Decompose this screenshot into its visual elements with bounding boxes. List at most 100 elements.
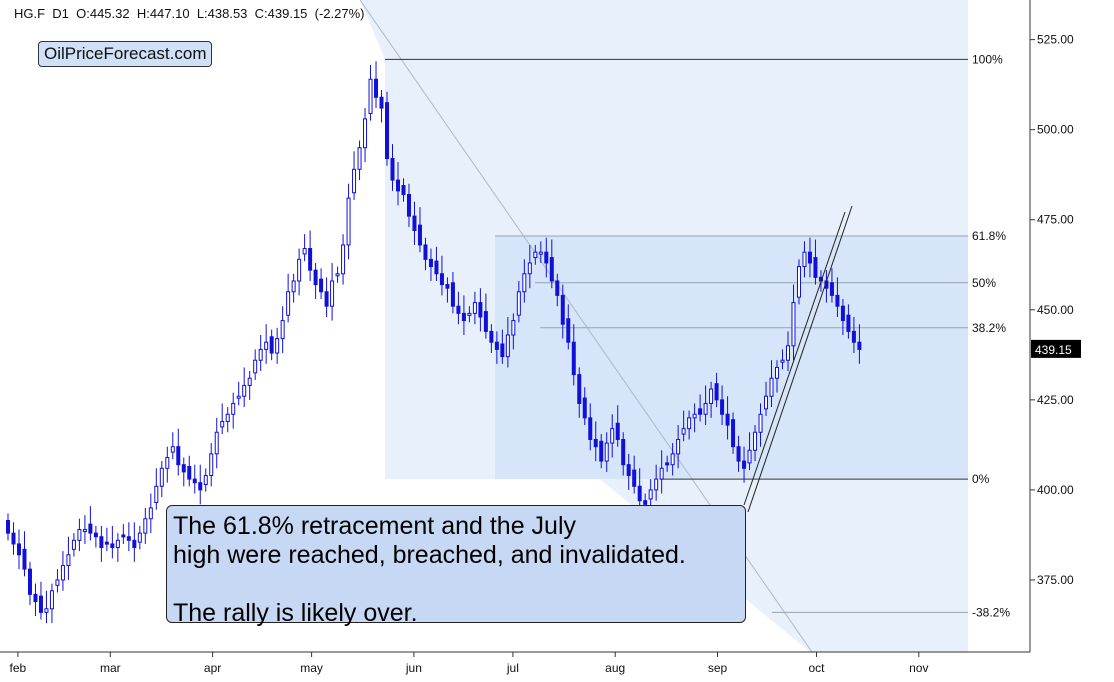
candle-body <box>330 280 335 307</box>
candle-body <box>88 523 93 534</box>
candle-body <box>121 534 126 538</box>
candle-body <box>55 579 60 586</box>
x-tick-label-2: apr <box>204 661 221 675</box>
candle-body <box>714 383 719 401</box>
candle-body <box>549 257 554 282</box>
candle-body <box>527 262 532 275</box>
candle-body <box>412 215 417 232</box>
candle-body <box>796 266 801 298</box>
candle-body <box>742 460 747 469</box>
candle-body <box>725 413 730 426</box>
candle-body <box>758 413 763 433</box>
fib-label-3: 38.2% <box>972 321 1006 335</box>
candle-body <box>775 366 780 379</box>
candle-body <box>38 595 43 613</box>
candle-body <box>71 539 76 550</box>
candle-body <box>93 532 98 538</box>
candle-body <box>615 422 620 440</box>
candle-body <box>423 244 428 260</box>
candle-body <box>60 565 65 581</box>
candle-body <box>137 532 142 543</box>
candle-body <box>357 147 362 170</box>
candle-body <box>692 413 697 419</box>
candle-body <box>170 446 175 453</box>
x-tick-label-4: jun <box>405 661 422 675</box>
candle-body <box>104 541 109 545</box>
candle-body <box>736 446 741 462</box>
candle-body <box>363 118 368 149</box>
candle-body <box>82 529 87 533</box>
candle-body <box>99 536 104 549</box>
candle-body <box>857 341 862 350</box>
candle-body <box>604 442 609 462</box>
fib-label-4: 0% <box>972 472 990 486</box>
candle-body <box>588 417 593 440</box>
candle-body <box>516 291 521 316</box>
candle-body <box>49 590 54 610</box>
candle-body <box>439 273 444 286</box>
candle-body <box>456 305 461 314</box>
candle-body <box>577 374 582 404</box>
x-tick-label-5: jul <box>506 661 519 675</box>
candle-body <box>500 343 505 358</box>
annotation-pointer-2 <box>747 205 853 513</box>
candle-body <box>165 456 170 469</box>
candle-body <box>753 431 758 451</box>
candle-body <box>511 320 516 336</box>
candle-body <box>807 251 812 264</box>
candle-body <box>192 478 197 484</box>
candle-body <box>610 428 615 444</box>
ohlc-readout: HG.F D1 O:445.32 H:447.10 L:438.53 C:439… <box>14 6 365 21</box>
candle-body <box>395 179 400 192</box>
candle-body <box>159 467 164 487</box>
candle-body <box>286 291 291 316</box>
candle-body <box>385 102 390 159</box>
annotation-box: The 61.8% retracement and the July high … <box>166 505 746 627</box>
candle-body <box>522 273 527 293</box>
candle-body <box>401 185 406 196</box>
candle-body <box>390 157 395 181</box>
candle-body <box>703 402 708 415</box>
candle-body <box>308 248 313 271</box>
candle-body <box>780 359 785 363</box>
candle-body <box>379 96 384 109</box>
candle-body <box>264 341 269 350</box>
fib-label-2: 50% <box>972 276 996 290</box>
candle-body <box>681 428 686 435</box>
candle-body <box>698 408 703 415</box>
candle-body <box>840 305 845 322</box>
candle-body <box>582 397 587 419</box>
candle-body <box>6 520 10 534</box>
candle-body <box>258 348 263 361</box>
candle-body <box>66 554 71 567</box>
candle-body <box>335 273 340 277</box>
annotation-pointer-1 <box>743 211 846 506</box>
annotation-line-1: The 61.8% retracement and the July <box>173 512 577 540</box>
y-tick-label-1: 500.00 <box>1037 123 1074 137</box>
candle-body <box>494 341 499 350</box>
y-tick-label-3: 450.00 <box>1037 303 1074 317</box>
candle-body <box>720 399 725 415</box>
candle-body <box>769 377 774 397</box>
candle-body <box>747 449 752 464</box>
candle-body <box>555 280 560 296</box>
candle-body <box>324 291 329 307</box>
candle-body <box>571 341 576 376</box>
candle-body <box>242 384 247 397</box>
candle-body <box>461 312 466 322</box>
annotation-line-2: high were reached, breached, and invalid… <box>173 541 686 569</box>
candle-body <box>621 438 626 466</box>
candle-body <box>187 465 192 480</box>
candle-body <box>406 194 411 217</box>
watermark-brand: OilPriceForecast.com <box>38 41 213 67</box>
candle-body <box>225 413 230 422</box>
last-price-tag <box>1031 339 1081 358</box>
candle-body <box>203 474 208 485</box>
candle-body <box>302 248 307 255</box>
candle-body <box>374 78 379 98</box>
candle-body <box>478 302 483 318</box>
candle-body <box>368 78 373 114</box>
candle-body <box>209 453 214 476</box>
candle-body <box>538 251 543 255</box>
